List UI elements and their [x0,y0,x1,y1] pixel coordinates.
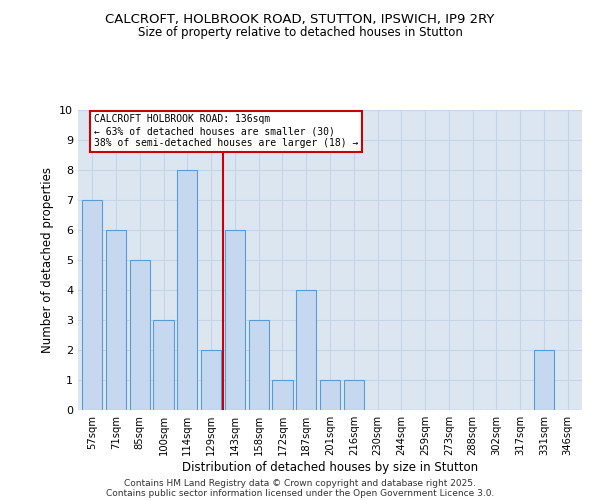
Bar [272,380,293,410]
Bar [248,320,269,410]
Text: CALCROFT HOLBROOK ROAD: 136sqm
← 63% of detached houses are smaller (30)
38% of : CALCROFT HOLBROOK ROAD: 136sqm ← 63% of … [94,114,359,148]
Text: CALCROFT, HOLBROOK ROAD, STUTTON, IPSWICH, IP9 2RY: CALCROFT, HOLBROOK ROAD, STUTTON, IPSWIC… [106,12,494,26]
Bar [130,260,150,410]
Text: Size of property relative to detached houses in Stutton: Size of property relative to detached ho… [137,26,463,39]
Y-axis label: Number of detached properties: Number of detached properties [41,167,53,353]
Bar [320,380,340,410]
Text: Contains public sector information licensed under the Open Government Licence 3.: Contains public sector information licen… [106,488,494,498]
Bar [225,230,245,410]
Bar [177,170,197,410]
Bar [296,290,316,410]
Bar [201,350,221,410]
X-axis label: Distribution of detached houses by size in Stutton: Distribution of detached houses by size … [182,461,478,474]
Bar [82,200,103,410]
Bar [344,380,364,410]
Bar [534,350,554,410]
Bar [106,230,126,410]
Bar [154,320,173,410]
Text: Contains HM Land Registry data © Crown copyright and database right 2025.: Contains HM Land Registry data © Crown c… [124,478,476,488]
